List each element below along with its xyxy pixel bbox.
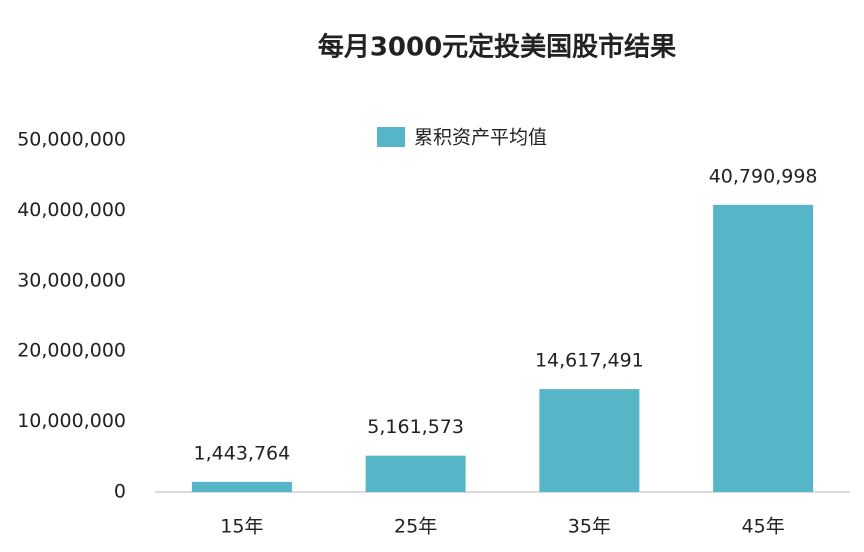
y-tick-label: 20,000,000 (17, 340, 126, 362)
legend-label: 累积资产平均值 (414, 127, 547, 149)
data-label: 5,161,573 (367, 416, 464, 438)
y-tick-label: 30,000,000 (17, 269, 126, 291)
x-tick-label: 35年 (568, 516, 611, 538)
data-label: 40,790,998 (709, 165, 818, 187)
x-tick-label: 45年 (742, 516, 785, 538)
x-tick-label: 25年 (394, 516, 437, 538)
bar (365, 455, 466, 492)
bar (539, 389, 640, 492)
y-tick-label: 40,000,000 (17, 199, 126, 221)
y-tick-label: 0 (114, 481, 126, 503)
legend-swatch (377, 127, 405, 147)
data-label: 14,617,491 (535, 350, 644, 372)
y-tick-label: 50,000,000 (17, 129, 126, 151)
bar (191, 481, 292, 492)
bar (713, 204, 814, 493)
chart-title: 每月3000元定投美国股市结果 (318, 32, 676, 63)
data-label: 1,443,764 (194, 442, 291, 464)
x-tick-label: 15年 (220, 516, 263, 538)
y-tick-label: 10,000,000 (17, 410, 126, 432)
